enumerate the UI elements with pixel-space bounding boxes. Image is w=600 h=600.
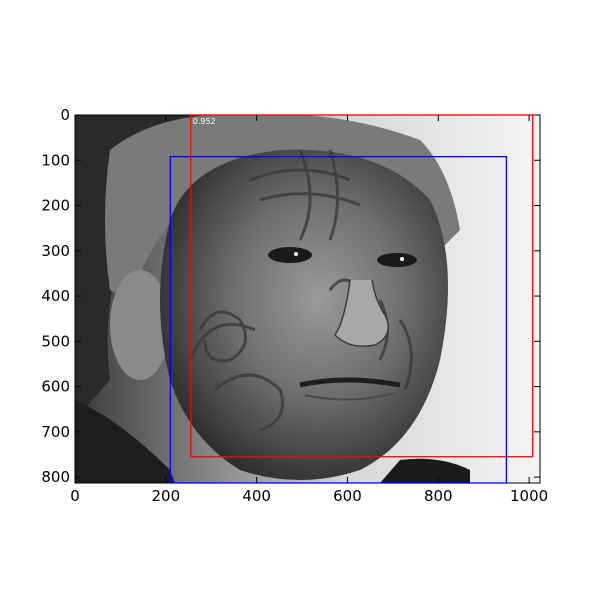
y-tick-label: 100 — [41, 151, 70, 169]
y-tick-label: 300 — [41, 242, 70, 260]
y-tick-label: 700 — [41, 423, 70, 441]
x-tick-label: 1000 — [510, 487, 548, 505]
x-axis-ticks: 0 200 400 600 800 1000 — [70, 115, 548, 505]
y-tick-label: 500 — [41, 332, 70, 350]
y-tick-label: 400 — [41, 287, 70, 305]
y-tick-label: 600 — [41, 378, 70, 396]
x-tick-label: 800 — [424, 487, 453, 505]
detection-box-red — [190, 114, 534, 458]
x-tick-label: 200 — [152, 487, 181, 505]
y-tick-label: 0 — [60, 106, 70, 124]
y-tick-label: 800 — [41, 468, 70, 486]
x-tick-label: 0 — [70, 487, 80, 505]
y-tick-label: 200 — [41, 197, 70, 215]
y-axis-ticks: 0 100 200 300 400 500 600 700 800 — [41, 106, 540, 486]
x-tick-label: 600 — [333, 487, 362, 505]
detection-box-blue — [169, 155, 508, 484]
photo — [75, 115, 540, 483]
detection-score-label: 0.952 — [193, 117, 216, 126]
x-tick-label: 400 — [242, 487, 271, 505]
